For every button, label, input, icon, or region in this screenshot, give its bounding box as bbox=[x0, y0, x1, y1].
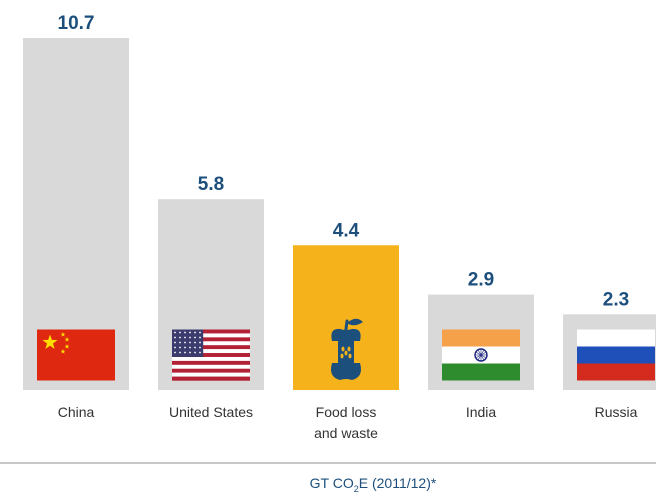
category-label-3: India bbox=[466, 404, 497, 420]
category-label-2-line-0: Food loss bbox=[316, 404, 377, 420]
category-label-0: China bbox=[58, 404, 95, 420]
china-flag-icon bbox=[37, 329, 115, 381]
icons-group bbox=[37, 318, 655, 381]
usa-flag-icon bbox=[172, 329, 250, 381]
india-flag-icon bbox=[442, 329, 520, 381]
value-label-0: 10.7 bbox=[58, 13, 95, 34]
value-label-1: 5.8 bbox=[198, 174, 224, 195]
value-label-4: 2.3 bbox=[603, 289, 629, 310]
x-axis-title-sub: 2 bbox=[354, 484, 359, 494]
category-label-2-line-1: and waste bbox=[314, 425, 378, 441]
x-axis-title-post: E (2011/12)* bbox=[359, 475, 437, 491]
x-axis-title-pre: GT CO bbox=[310, 475, 354, 491]
category-label-1: United States bbox=[169, 404, 253, 420]
category-labels-group: China United States Food loss and waste Indi… bbox=[58, 404, 638, 441]
russia-flag-icon bbox=[577, 329, 655, 381]
eaten-apple-icon bbox=[331, 318, 363, 380]
category-label-4: Russia bbox=[595, 404, 638, 420]
value-label-2: 4.4 bbox=[333, 220, 360, 241]
x-axis-title: GT CO2E (2011/12)* bbox=[310, 475, 437, 494]
value-label-3: 2.9 bbox=[468, 270, 494, 291]
value-labels-group: 10.7 5.8 4.4 2.9 2.3 bbox=[58, 13, 630, 310]
